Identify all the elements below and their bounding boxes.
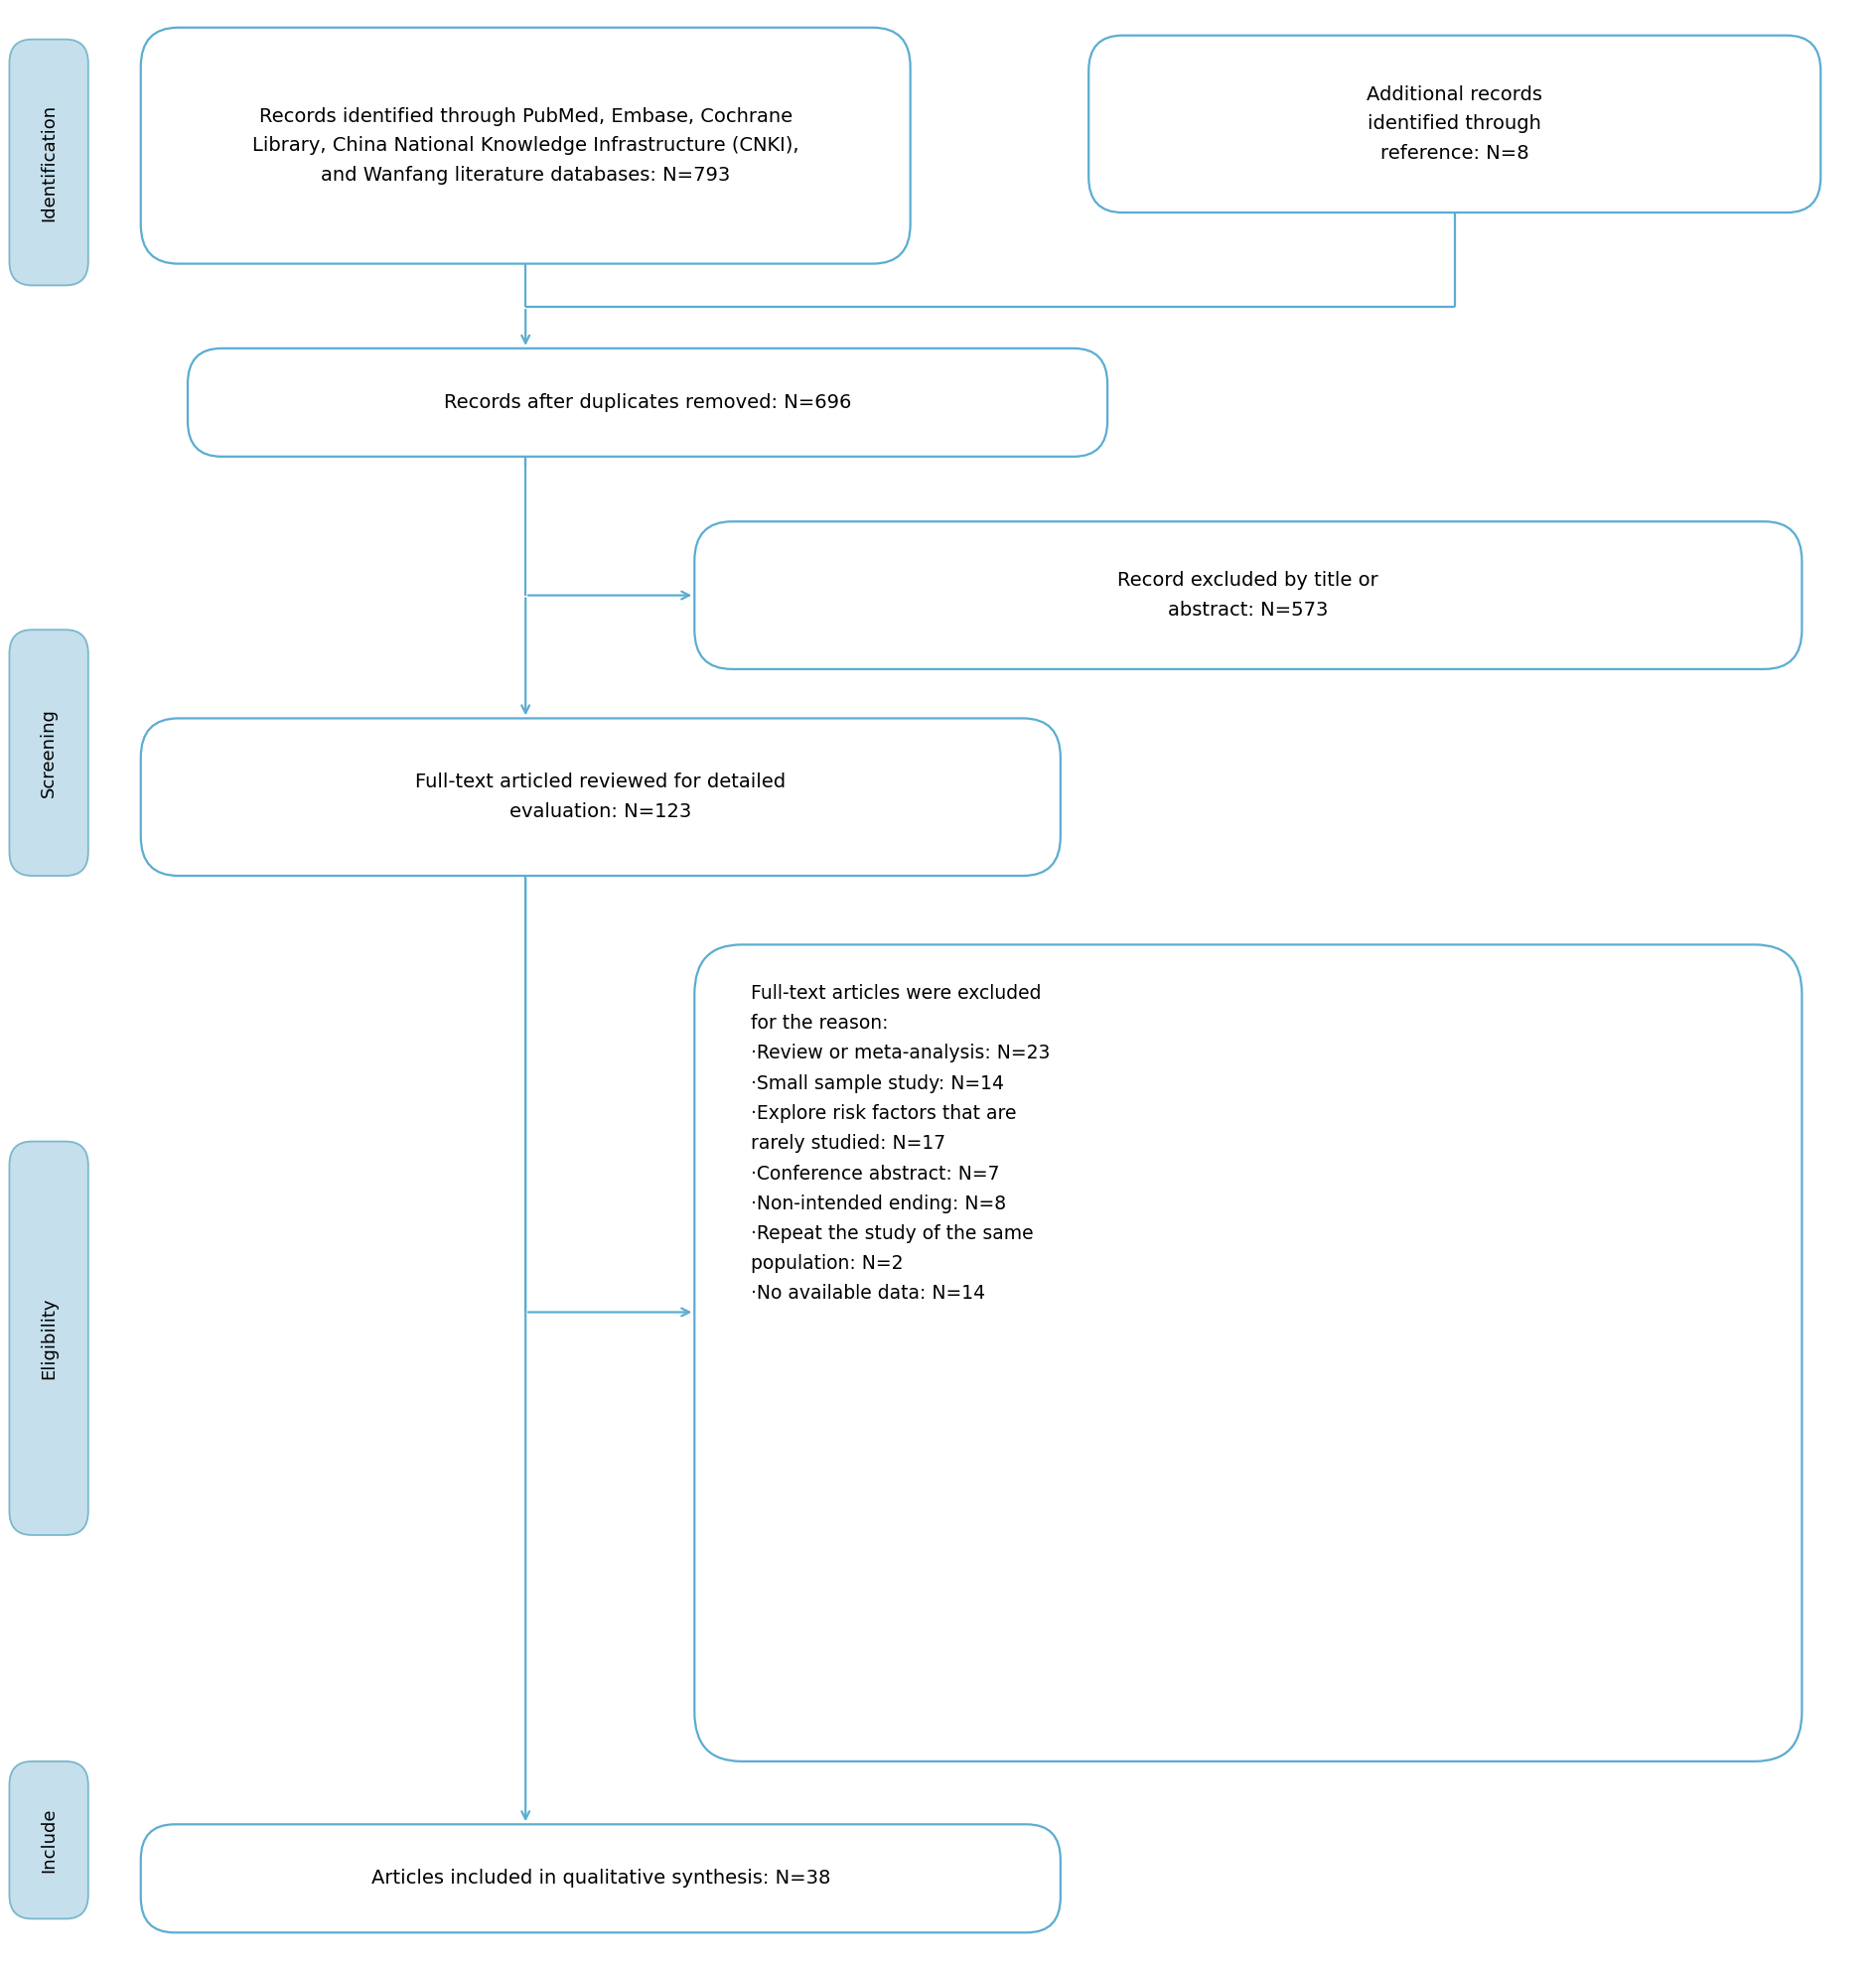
FancyBboxPatch shape — [141, 28, 910, 264]
FancyBboxPatch shape — [188, 348, 1107, 457]
FancyBboxPatch shape — [1088, 35, 1820, 213]
FancyBboxPatch shape — [9, 39, 88, 285]
Text: Eligibility: Eligibility — [39, 1297, 58, 1380]
Text: Additional records
identified through
reference: N=8: Additional records identified through re… — [1366, 85, 1542, 163]
Text: Records after duplicates removed: N=696: Records after duplicates removed: N=696 — [443, 394, 852, 411]
Text: Record excluded by title or
abstract: N=573: Record excluded by title or abstract: N=… — [1116, 571, 1379, 620]
Text: Identification: Identification — [39, 104, 58, 220]
Text: Screening: Screening — [39, 708, 58, 797]
FancyBboxPatch shape — [694, 522, 1801, 669]
FancyBboxPatch shape — [141, 718, 1060, 876]
Text: Articles included in qualitative synthesis: N=38: Articles included in qualitative synthes… — [371, 1870, 829, 1887]
Text: Include: Include — [39, 1807, 58, 1874]
FancyBboxPatch shape — [9, 1141, 88, 1535]
FancyBboxPatch shape — [9, 630, 88, 876]
FancyBboxPatch shape — [9, 1761, 88, 1919]
Text: Records identified through PubMed, Embase, Cochrane
Library, China National Know: Records identified through PubMed, Embas… — [251, 106, 799, 185]
FancyBboxPatch shape — [694, 945, 1801, 1761]
Text: Full-text articles were excluded
for the reason:
·Review or meta-analysis: N=23
: Full-text articles were excluded for the… — [750, 984, 1049, 1303]
FancyBboxPatch shape — [141, 1824, 1060, 1933]
Text: Full-text articled reviewed for detailed
evaluation: N=123: Full-text articled reviewed for detailed… — [415, 773, 786, 821]
